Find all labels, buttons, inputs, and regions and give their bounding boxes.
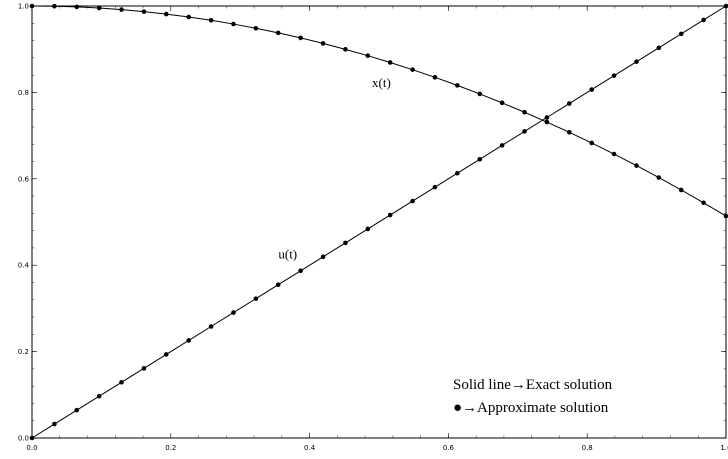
data-point [74,4,80,10]
data-point [253,296,259,301]
y-tick-label: 0.8 [18,89,29,97]
data-point [387,60,393,65]
data-point [455,170,460,176]
curve-labels: x(t) u(t) [278,75,390,262]
data-point [365,53,371,58]
curve-label: u(t) [278,247,297,262]
data-point [723,213,728,219]
series-line-u [31,5,727,439]
data-point [74,407,80,413]
data-point [611,151,617,157]
data-point [52,3,57,9]
x-tick-label: 0.2 [165,444,176,452]
data-point [365,226,371,232]
data-point [208,324,214,329]
data-point [723,3,728,9]
data-point [410,198,415,204]
legend: Solid line→Exact solution ●→Approximate … [453,377,613,416]
data-point [186,14,192,20]
legend-line-2: ●→Approximate solution [453,400,609,416]
data-point [141,9,147,14]
data-point [656,175,662,180]
data-point [52,421,57,427]
data-point [186,338,192,343]
data-point [499,100,505,106]
plot-border [31,5,727,439]
data-point [253,25,259,31]
data-point [141,366,147,371]
y-tick-label: 0.0 [18,435,29,443]
data-point [275,30,281,36]
data-point [589,87,595,92]
data-point [678,187,684,193]
data-point [320,41,326,46]
data-point [522,129,527,134]
data-point [163,11,169,17]
data-point [208,17,214,23]
y-tick-label: 0.4 [18,262,30,270]
data-point [634,163,639,168]
legend-line-1: Solid line→Exact solution [453,377,613,393]
plot-frame [31,5,727,439]
data-point [432,184,438,190]
data-point [231,310,236,315]
data-point [455,83,460,88]
data-point [701,200,706,206]
x-tick-label: 1.0 [720,444,728,452]
data-point [566,101,572,106]
data-point [432,75,438,80]
data-point [119,7,124,12]
y-tick-label: 0.2 [18,348,29,356]
data-point [320,254,326,260]
data-point [544,119,550,125]
data-point [634,59,639,65]
axis-ticks: 0.0 0.2 0.4 0.6 0.8 1.0 0.0 0.2 0.4 0.6 0.8 1.0 [18,3,728,453]
data-point [544,115,550,120]
data-point [477,91,483,97]
data-point [678,31,684,37]
data-point [410,67,415,72]
data-point [343,47,348,52]
data-point [298,268,303,274]
data-point [29,435,35,441]
series-line-x [31,5,727,217]
data-point [275,282,281,288]
x-tick-label: 0.4 [304,444,316,452]
data-point [611,73,617,78]
data-point [656,45,662,51]
data-point [96,393,102,399]
data-point [477,156,483,162]
data-point [231,21,236,27]
data-point [343,240,348,246]
series-dots [29,3,728,441]
data-point [522,109,527,115]
data-point [96,5,102,11]
x-tick-label: 0.8 [582,444,593,452]
data-point [387,212,393,218]
data-point [589,140,595,146]
data-point [119,379,124,385]
x-tick-label: 0.6 [443,444,455,452]
data-point [163,352,169,357]
x-tick-label: 0.0 [26,444,37,452]
data-point [566,129,572,135]
data-point [29,3,35,9]
data-point [499,143,505,148]
y-tick-label: 1.0 [18,3,29,11]
data-point [298,35,303,41]
curve-label: x(t) [372,75,391,90]
data-point [701,17,706,23]
series-curves [31,5,727,439]
y-tick-label: 0.6 [18,175,30,183]
